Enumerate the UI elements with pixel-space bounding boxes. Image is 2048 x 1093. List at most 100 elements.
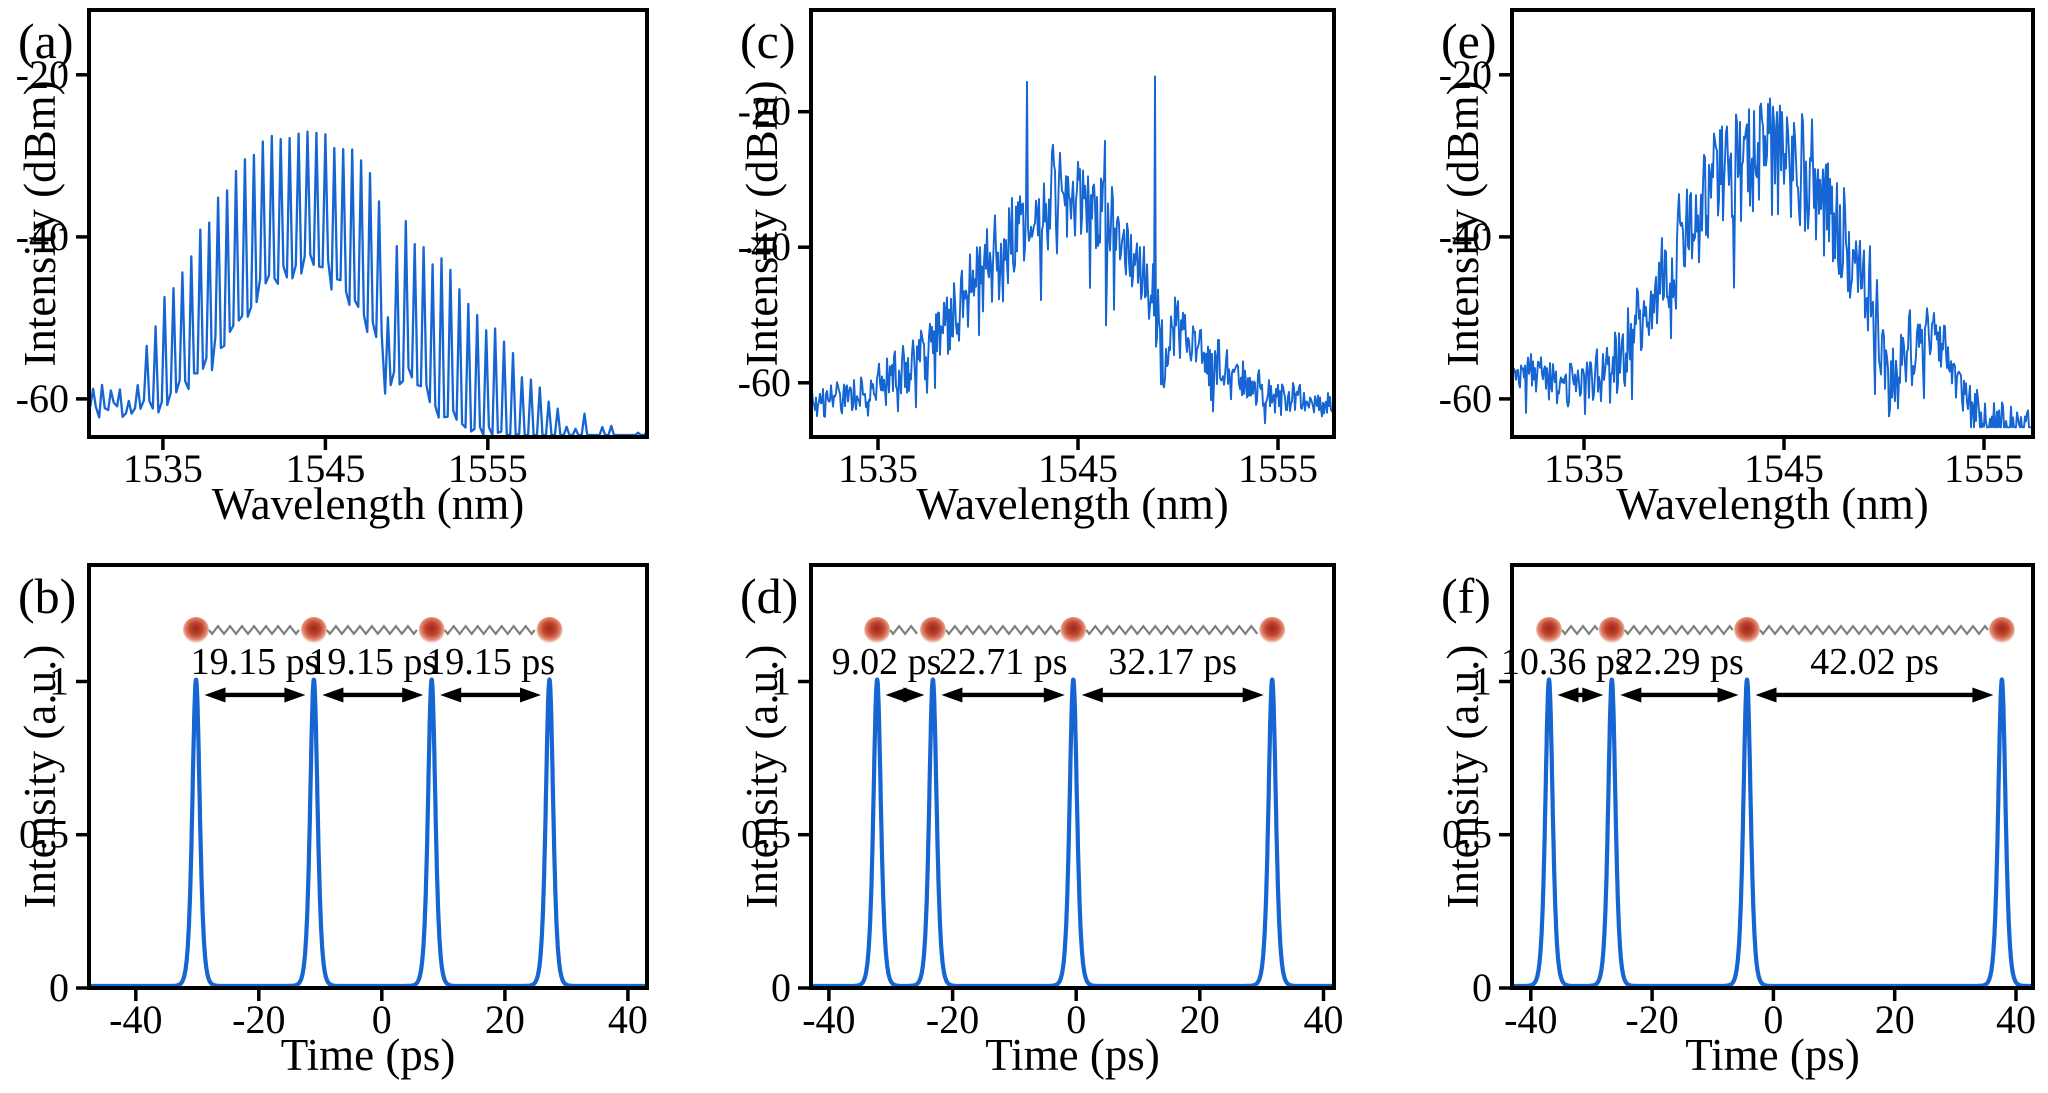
y-axis-title-f: Intensity (a.u.) xyxy=(1438,645,1488,909)
axes-frame-a xyxy=(87,8,649,439)
x-axis-title-b: Time (ps) xyxy=(281,1030,456,1080)
x-tick-label: -20 xyxy=(232,997,285,1042)
soliton-dot xyxy=(1259,617,1286,643)
separation-label: 42.02 ps xyxy=(1810,641,1939,683)
x-axis-title-d: Time (ps) xyxy=(985,1030,1160,1080)
separation-label: 19.15 ps xyxy=(308,641,437,683)
y-tick-label: 0 xyxy=(771,965,791,1010)
separation-label: 9.02 ps xyxy=(832,641,942,683)
panel-letter-b: (b) xyxy=(18,568,76,624)
x-tick-label: -20 xyxy=(1625,997,1678,1042)
x-tick-label: 0 xyxy=(1763,997,1783,1042)
axes-frame-f xyxy=(1510,563,2035,990)
soliton-dot xyxy=(1598,617,1625,643)
separation-label: 19.15 ps xyxy=(191,641,320,683)
soliton-bond xyxy=(945,624,1061,636)
separation-arrow xyxy=(1620,687,1739,703)
panel-e: 1535 1545 1555 -20 -40 -60 Wavelength (nm) Inte… xyxy=(1438,8,2035,529)
plot-area-c xyxy=(810,75,1334,425)
y-tick-label: 0.5 xyxy=(741,812,791,857)
axes-frame-b xyxy=(87,563,649,990)
y-tick-label: -40 xyxy=(1439,214,1492,259)
soliton-dot xyxy=(300,617,327,643)
y-axis-title-a: Intensity (dBm) xyxy=(15,80,65,366)
x-tick-label: 20 xyxy=(1180,997,1220,1042)
y-tick-label: -60 xyxy=(16,376,69,421)
separation-arrow xyxy=(1755,687,1994,703)
pulse-train-trace-f xyxy=(1512,677,2033,989)
y-axis-title-d: Intensity (a.u.) xyxy=(737,645,787,909)
separation-arrow xyxy=(941,687,1065,703)
x-tick-label: 1535 xyxy=(838,446,918,491)
separation-arrow xyxy=(885,687,925,703)
x-tick-label: 1535 xyxy=(1544,446,1624,491)
panel-c: 1535 1545 1555 -20 -40 -60 Wavelength (nm) Inte… xyxy=(737,8,1336,529)
spectrum-trace-a xyxy=(88,130,648,437)
soliton-dot xyxy=(919,617,946,643)
panel-letter-e: (e) xyxy=(1441,13,1497,69)
y-tick-label: -60 xyxy=(738,360,791,405)
y-axis-title-e: Intensity (dBm) xyxy=(1438,80,1488,366)
separation-label: 10.36 ps xyxy=(1501,641,1630,683)
x-tick-label: 40 xyxy=(1996,997,2036,1042)
x-tick-label: 40 xyxy=(608,997,648,1042)
x-tick-label: 1545 xyxy=(1744,446,1824,491)
y-tick-label: 0 xyxy=(49,965,69,1010)
x-tick-label: -40 xyxy=(109,997,162,1042)
x-axis-title-c: Wavelength (nm) xyxy=(916,479,1229,529)
separation-label: 22.71 ps xyxy=(939,641,1068,683)
soliton-bond xyxy=(1561,624,1599,636)
x-tick-label: 1555 xyxy=(448,446,528,491)
separation-arrow xyxy=(1557,687,1604,703)
x-tick-label: 40 xyxy=(1304,997,1344,1042)
pulse-train-trace-b xyxy=(89,677,648,989)
panel-letter-a: (a) xyxy=(18,13,74,69)
separation-arrow xyxy=(322,687,424,703)
plot-area-b xyxy=(89,677,648,989)
spectrum-trace-e xyxy=(1511,97,2034,429)
soliton-bond xyxy=(889,624,918,636)
y-tick-label: -40 xyxy=(16,214,69,259)
x-axis-title-e: Wavelength (nm) xyxy=(1616,479,1929,529)
y-tick-label: 1 xyxy=(1472,659,1492,704)
y-tick-label: 0 xyxy=(1472,965,1492,1010)
axes-frame-c xyxy=(809,8,1336,439)
panel-letter-d: (d) xyxy=(740,568,798,624)
separation-label: 22.29 ps xyxy=(1615,641,1744,683)
soliton-dot xyxy=(1536,617,1562,643)
x-tick-label: 0 xyxy=(372,997,392,1042)
soliton-bond xyxy=(1085,624,1259,636)
x-axis-title-a: Wavelength (nm) xyxy=(212,479,525,529)
y-tick-label: -60 xyxy=(1439,376,1492,421)
plot-area-d xyxy=(811,677,1334,989)
separation-label: 19.15 ps xyxy=(426,641,555,683)
soliton-dot xyxy=(183,617,209,643)
separation-arrow xyxy=(440,687,541,703)
x-tick-label: -20 xyxy=(926,997,979,1042)
soliton-bond xyxy=(1759,624,1989,636)
y-axis-title-c: Intensity (dBm) xyxy=(737,80,787,366)
x-tick-label: 0 xyxy=(1066,997,1086,1042)
y-tick-label: -20 xyxy=(1439,52,1492,97)
pulse-train-trace-d xyxy=(811,677,1334,989)
axes-frame-d xyxy=(809,563,1336,990)
x-tick-label: 20 xyxy=(1875,997,1915,1042)
plot-area-a xyxy=(88,130,648,437)
y-tick-label: 0.5 xyxy=(1442,812,1492,857)
soliton-bond xyxy=(326,624,418,636)
x-tick-label: 1555 xyxy=(1238,446,1318,491)
soliton-bond xyxy=(1623,624,1734,636)
plot-area-e xyxy=(1511,97,2034,429)
separation-arrow xyxy=(204,687,306,703)
soliton-dot xyxy=(1734,617,1760,643)
y-tick-label: 0.5 xyxy=(19,812,69,857)
x-tick-label: 20 xyxy=(485,997,525,1042)
x-axis-title-f: Time (ps) xyxy=(1685,1030,1860,1080)
x-tick-label: -40 xyxy=(802,997,855,1042)
soliton-dot xyxy=(1060,617,1087,643)
spectrum-trace-c xyxy=(810,75,1334,425)
